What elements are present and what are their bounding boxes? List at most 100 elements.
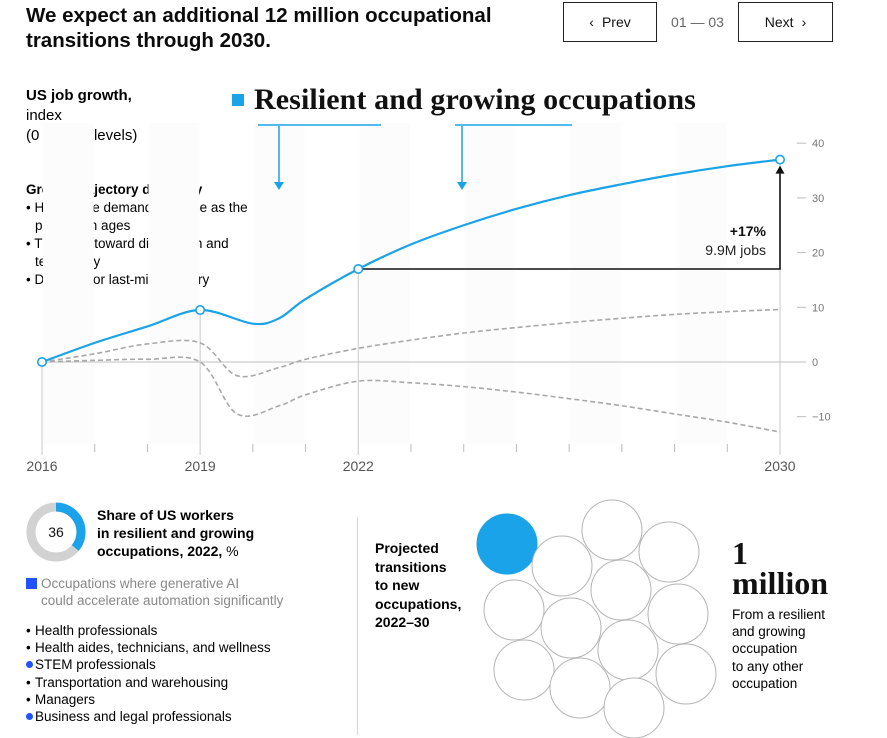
genai-legend: Occupations where generative AI could ac… [26,575,283,609]
bullet-icon: • [26,640,31,656]
occupation-label: Managers [35,691,96,707]
data-point-marker [195,305,206,316]
year-band [359,123,410,445]
year-band [675,123,727,445]
x-tick-label: 2022 [343,458,374,474]
year-band [464,123,516,445]
genai-legend-line: Occupations where generative AI [41,576,240,591]
legend-resilient: Resilient and growing occupations [232,83,696,117]
bubble [590,559,652,621]
data-point-marker [36,357,47,368]
genai-dot-icon [26,661,33,669]
series-line-other [41,356,781,433]
y-tick-label: 0 [812,357,818,369]
legend-arrow-icon [274,182,284,190]
bubble [531,535,593,597]
occupation-item: • Health aides, technicians, and wellness [26,639,271,656]
million-desc-line: occupation [732,641,798,657]
share-title-line: occupations, 2022, [97,543,223,559]
share-title-line: Share of US workers [97,507,234,523]
bubble [638,521,700,583]
legend-arrow-icon [457,182,467,190]
headline: We expect an additional 12 million occup… [26,4,492,52]
year-band [570,123,621,445]
million-description: From a resilient and growing occupation … [732,606,825,692]
bubble [483,579,545,641]
occupation-item: STEM professionals [26,656,271,673]
occupation-label: Health aides, technicians, and wellness [35,640,271,656]
annotation-bracket [358,171,781,270]
bullet-icon: • [26,623,31,638]
prev-button[interactable]: ‹ Prev [563,2,657,42]
legend-swatch [232,94,244,106]
share-unit: % [226,543,239,559]
occupation-item: • Transportation and warehousing [26,674,271,691]
series-line-resilient [41,158,781,364]
job-growth-chart: 40 30 20 10 0 −10 2016 2019 2022 2030 +17% 9.9M job… [26,123,831,474]
bubble [597,619,659,681]
transitions-line: 2022–30 [375,614,430,630]
share-title-line: in resilient and growing [97,525,255,541]
prev-label: Prev [601,14,631,30]
job-growth-title: US job growth, [26,87,132,104]
bullet-icon: • [26,691,31,707]
bubble [655,643,717,705]
y-tick-label: 40 [812,138,824,150]
million-desc-line: occupation [732,675,798,691]
bubble [493,639,555,701]
annotation-value: +17% [730,223,767,239]
y-tick-label: 30 [812,193,824,205]
bubble [603,677,665,738]
occupation-label: STEM professionals [35,657,156,673]
annotation-arrow-icon [775,165,785,174]
next-button[interactable]: Next › [738,2,833,42]
bubble [540,597,602,659]
transitions-line: Projected [375,540,439,556]
occupation-label: Business and legal professionals [35,709,232,725]
data-point-marker [774,154,785,165]
genai-dot-icon [26,713,33,721]
y-tick-label: 10 [812,302,824,314]
legend-label: Resilient and growing occupations [254,83,696,116]
occupation-item: • Health professionals [26,622,271,639]
occupation-item: Business and legal professionals [26,708,271,725]
data-point-marker [353,264,364,275]
job-growth-subtitle: index [26,107,62,124]
million-number-line: million [732,565,829,601]
annotation-detail: 9.9M jobs [705,242,766,258]
bubble [549,657,611,719]
bubble-highlighted [476,513,538,575]
x-tick-label: 2019 [185,458,216,474]
occupation-list: • Health professionals • Health aides, tech… [26,622,271,725]
donut-fill [26,502,86,562]
share-title: Share of US workers in resilient and gro… [97,506,254,560]
x-tick-label: 2016 [26,458,57,474]
occupation-label: Transportation and warehousing [35,674,229,690]
transitions-line: occupations, [375,595,462,612]
million-number: 1 million [732,535,829,601]
donut-value: 36 [48,524,64,540]
y-tick-label: −10 [812,412,831,424]
million-desc-line: and growing [732,624,806,640]
bullet-icon: • [26,674,31,690]
occupation-label: Health professionals [35,623,158,638]
genai-legend-line: could accelerate automation significantl… [41,593,284,608]
page-indicator: 01 — 03 [671,14,724,30]
x-tick-label: 2030 [764,458,795,474]
million-number-line: 1 [732,535,748,571]
transition-bubbles [476,499,717,738]
transitions-label: Projected transitions to new occupations… [375,539,461,632]
chevron-left-icon: ‹ [589,14,594,30]
next-label: Next [764,14,794,30]
year-band [148,123,200,445]
series-line-other [41,308,781,378]
y-tick-label: 20 [812,248,824,260]
section-divider [357,517,358,735]
year-band [43,123,94,445]
million-desc-line: From a resilient [732,607,826,622]
bubble [647,583,709,645]
share-donut: 36 [26,502,86,562]
chevron-right-icon: › [801,14,807,30]
bubble [581,499,643,561]
transitions-line: transitions [375,558,447,575]
